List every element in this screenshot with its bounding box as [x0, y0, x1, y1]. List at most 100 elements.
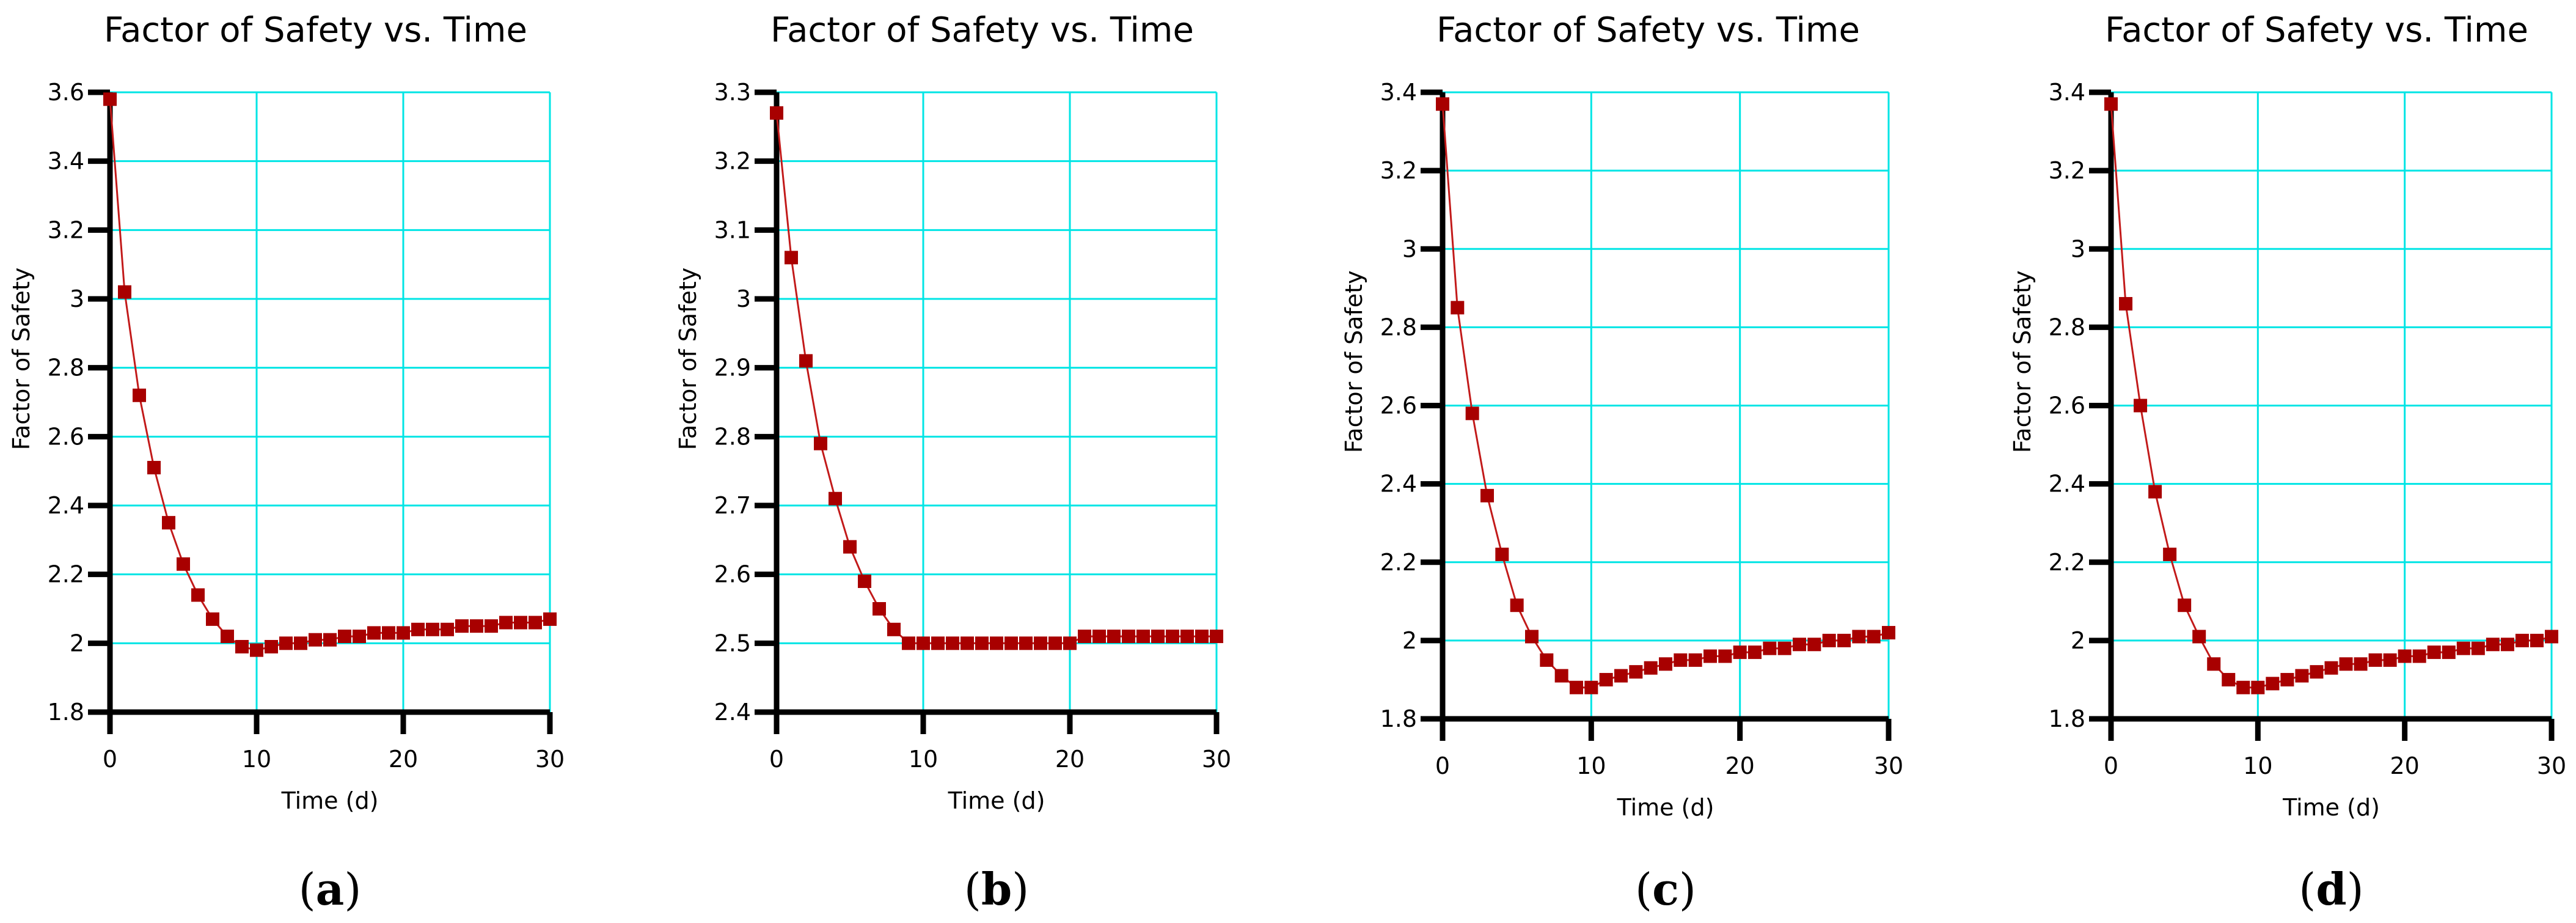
data-point	[2471, 641, 2485, 655]
data-point	[118, 285, 131, 299]
data-point	[1495, 547, 1509, 561]
panel-caption: (a)	[299, 863, 362, 915]
data-point	[1151, 630, 1165, 644]
data-point	[470, 619, 483, 633]
data-point	[2192, 630, 2206, 644]
x-tick-label: 30	[1874, 752, 1903, 779]
data-point	[2310, 665, 2324, 679]
data-point	[1777, 641, 1791, 655]
data-point	[1210, 630, 1223, 644]
data-point	[441, 622, 454, 636]
data-point	[1107, 630, 1121, 644]
y-tick-label: 3.2	[714, 148, 751, 175]
data-point	[1852, 630, 1866, 644]
y-tick-label: 2.7	[714, 492, 751, 519]
x-tick-label: 20	[1055, 746, 1085, 773]
data-point	[931, 636, 945, 650]
x-tick-label: 10	[909, 746, 938, 773]
data-point	[799, 354, 813, 368]
data-point	[2251, 680, 2265, 694]
data-point	[177, 557, 190, 571]
data-point	[2222, 672, 2236, 686]
y-tick-label: 3.4	[2049, 79, 2085, 106]
data-point	[1063, 636, 1077, 650]
data-point	[1822, 633, 1836, 647]
panel-caption: (d)	[2299, 863, 2364, 915]
y-tick-label: 2.4	[714, 699, 751, 726]
data-point	[103, 92, 117, 106]
x-tick-label: 0	[1435, 752, 1450, 779]
data-point	[2104, 97, 2118, 111]
series-line	[2110, 104, 2552, 689]
x-axis-label: Time (d)	[2282, 794, 2380, 821]
y-axis-label: Factor of Safety	[8, 268, 35, 450]
y-tick-label: 2.8	[1380, 314, 1417, 340]
x-tick-label: 30	[2537, 752, 2566, 779]
data-point	[829, 491, 842, 506]
y-tick-label: 2.2	[2049, 549, 2085, 576]
data-point	[2207, 657, 2221, 671]
y-tick-label: 2	[2071, 627, 2085, 654]
y-tick-label: 2	[1402, 627, 1417, 654]
data-point	[485, 619, 498, 633]
data-point	[426, 622, 439, 636]
x-axis-label: Time (d)	[281, 787, 379, 814]
data-point	[961, 636, 974, 650]
data-point	[1644, 661, 1658, 675]
data-point	[221, 630, 234, 644]
data-point	[2427, 645, 2441, 660]
chart-title: Factor of Safety vs. Time	[770, 10, 1194, 50]
panel-caption: (c)	[1635, 863, 1696, 915]
data-point	[814, 436, 827, 450]
data-point	[2280, 672, 2294, 686]
data-point	[2515, 633, 2529, 647]
y-tick-label: 3	[70, 285, 84, 312]
series-line	[1441, 104, 1889, 689]
data-point	[1034, 636, 1047, 650]
chart-title: Factor of Safety vs. Time	[1436, 10, 1860, 50]
data-point	[946, 636, 959, 650]
data-point	[1166, 630, 1179, 644]
data-point	[2163, 547, 2177, 561]
data-point	[2545, 630, 2558, 644]
y-tick-label: 3.2	[48, 216, 84, 243]
data-point	[1078, 630, 1091, 644]
data-point	[1674, 653, 1688, 667]
data-point	[455, 619, 469, 633]
data-point	[1019, 636, 1033, 650]
data-point	[191, 588, 205, 602]
data-point	[2134, 399, 2148, 413]
y-tick-label: 2.2	[48, 561, 84, 588]
x-axis-label: Time (d)	[1617, 794, 1714, 821]
x-tick-label: 10	[242, 746, 271, 773]
data-point	[2266, 677, 2280, 691]
data-point	[1688, 653, 1702, 667]
y-tick-label: 3	[736, 285, 751, 312]
data-point	[1629, 665, 1643, 679]
data-point	[250, 643, 263, 657]
data-point	[1180, 630, 1194, 644]
data-point	[514, 616, 527, 630]
chart-panel-b: 2.4 2.5 2.6 2.7 2.8 2.9 3 3.1 3.2 3.3 0 10 20 30 Facto…	[675, 10, 1231, 915]
data-point	[975, 636, 989, 650]
data-point	[1554, 669, 1568, 683]
data-point	[338, 630, 351, 644]
data-point	[1882, 626, 1895, 640]
data-point	[1451, 301, 1465, 315]
data-point	[2383, 653, 2397, 667]
data-point	[1436, 97, 1449, 111]
y-tick-label: 1.8	[48, 699, 84, 726]
data-point	[1584, 680, 1598, 694]
data-point	[1465, 406, 1479, 421]
series-line	[775, 112, 1217, 644]
y-tick-label: 3.4	[48, 148, 84, 175]
data-point	[1763, 641, 1777, 655]
data-point	[353, 630, 366, 644]
data-point	[397, 626, 410, 640]
y-tick-label: 2.6	[1380, 392, 1417, 419]
data-point	[529, 616, 542, 630]
data-point	[1614, 669, 1628, 683]
data-point	[1570, 680, 1583, 694]
x-tick-label: 0	[2104, 752, 2118, 779]
data-point	[2442, 645, 2456, 660]
